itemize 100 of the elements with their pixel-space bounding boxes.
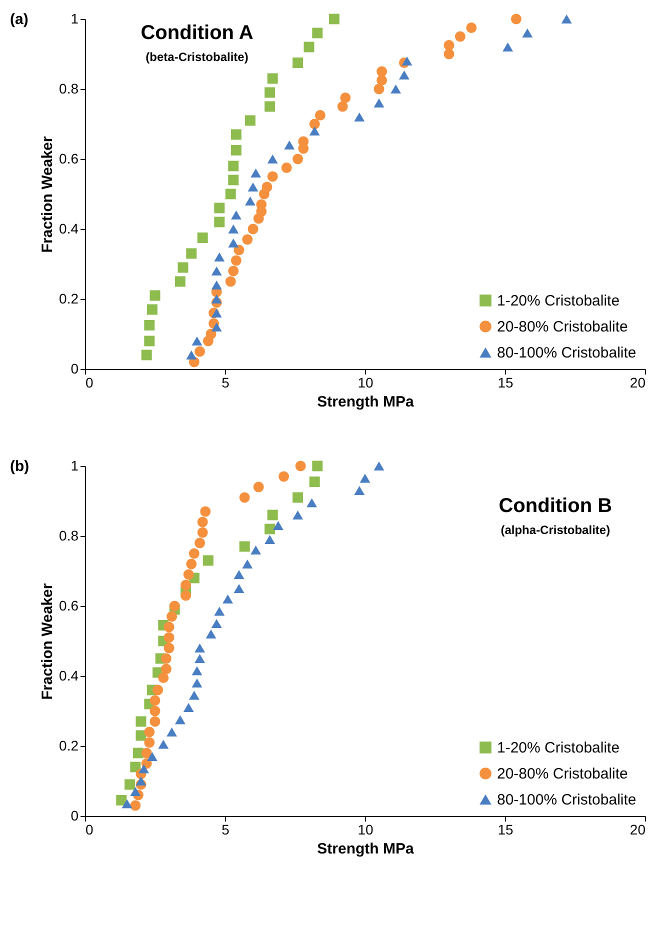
point bbox=[152, 684, 164, 696]
y-tick-label: 0.6 bbox=[59, 150, 79, 166]
point bbox=[211, 618, 222, 628]
point bbox=[211, 280, 222, 290]
point bbox=[292, 154, 304, 164]
point bbox=[183, 569, 194, 580]
point bbox=[186, 350, 197, 360]
point bbox=[144, 320, 155, 330]
point bbox=[264, 87, 276, 98]
point bbox=[264, 534, 276, 544]
point bbox=[253, 482, 264, 492]
y-tick-label: 0 bbox=[70, 360, 79, 376]
point bbox=[228, 224, 239, 234]
point bbox=[250, 545, 262, 555]
point bbox=[150, 290, 160, 301]
point bbox=[230, 145, 242, 156]
point bbox=[502, 42, 514, 52]
x-tick-label: 0 bbox=[86, 822, 94, 838]
point bbox=[264, 101, 276, 112]
point bbox=[211, 294, 222, 304]
point bbox=[158, 672, 169, 683]
point bbox=[144, 726, 155, 738]
point bbox=[194, 346, 206, 357]
point bbox=[194, 654, 206, 664]
y-tick-label: 0.2 bbox=[59, 738, 79, 754]
point bbox=[222, 594, 234, 604]
point bbox=[206, 328, 216, 340]
point bbox=[211, 266, 222, 276]
point bbox=[225, 276, 236, 287]
legend-label: 80-100% Cristobalite bbox=[497, 344, 636, 362]
point bbox=[374, 98, 384, 108]
point bbox=[186, 248, 197, 259]
text: (b) bbox=[10, 458, 30, 475]
point bbox=[183, 702, 194, 712]
point bbox=[188, 690, 200, 700]
point bbox=[124, 779, 136, 790]
point bbox=[278, 471, 290, 482]
point bbox=[230, 129, 242, 140]
point bbox=[510, 14, 522, 24]
text: (beta-Cristobalite) bbox=[146, 50, 248, 64]
point bbox=[328, 14, 340, 24]
point bbox=[292, 492, 304, 503]
point bbox=[281, 162, 292, 173]
point bbox=[192, 336, 202, 346]
x-tick-label: 15 bbox=[498, 374, 514, 390]
x-axis-title: Strength MPa bbox=[317, 840, 414, 858]
point bbox=[150, 695, 160, 706]
text: (alpha-Cristobalite) bbox=[500, 523, 610, 537]
point bbox=[141, 748, 152, 758]
legend-label: 1-20% Cristobalite bbox=[497, 740, 620, 756]
point bbox=[267, 510, 278, 520]
point bbox=[312, 28, 323, 38]
y-tick-label: 0.6 bbox=[59, 598, 79, 614]
point bbox=[200, 506, 211, 517]
point bbox=[228, 266, 239, 276]
point bbox=[188, 548, 200, 559]
point bbox=[304, 42, 314, 52]
point bbox=[164, 622, 174, 632]
point bbox=[122, 799, 132, 808]
point bbox=[561, 14, 572, 24]
point bbox=[454, 31, 466, 42]
point bbox=[230, 255, 242, 266]
y-tick-label: 0.4 bbox=[59, 668, 79, 684]
y-tick-label: 0.8 bbox=[59, 80, 79, 96]
point bbox=[242, 559, 253, 569]
point bbox=[192, 666, 202, 676]
point bbox=[374, 84, 384, 94]
point bbox=[376, 75, 388, 86]
point bbox=[228, 238, 239, 248]
point bbox=[309, 476, 320, 487]
point bbox=[166, 611, 178, 622]
x-axis-title: Strength MPa bbox=[317, 394, 414, 410]
point bbox=[522, 28, 533, 38]
point bbox=[292, 58, 304, 68]
point bbox=[354, 112, 365, 122]
point bbox=[180, 580, 192, 590]
y-tick-label: 0.8 bbox=[59, 528, 79, 544]
x-tick-label: 5 bbox=[222, 822, 230, 838]
point bbox=[234, 244, 244, 256]
y-axis-title: Fraction Weaker bbox=[39, 136, 56, 253]
x-tick-label: 10 bbox=[358, 374, 374, 390]
text: (a) bbox=[10, 11, 28, 28]
point bbox=[136, 776, 146, 786]
point bbox=[292, 510, 304, 520]
point bbox=[272, 520, 284, 530]
point bbox=[360, 474, 370, 483]
point bbox=[214, 216, 225, 228]
point bbox=[158, 740, 169, 749]
point bbox=[264, 524, 276, 534]
point bbox=[186, 558, 197, 570]
point bbox=[234, 584, 244, 594]
point bbox=[262, 182, 272, 192]
point bbox=[178, 262, 188, 273]
point bbox=[194, 643, 206, 653]
point bbox=[136, 716, 146, 727]
point bbox=[340, 92, 351, 103]
point bbox=[141, 350, 152, 360]
point bbox=[239, 492, 250, 503]
point bbox=[228, 160, 239, 172]
point bbox=[144, 737, 155, 748]
